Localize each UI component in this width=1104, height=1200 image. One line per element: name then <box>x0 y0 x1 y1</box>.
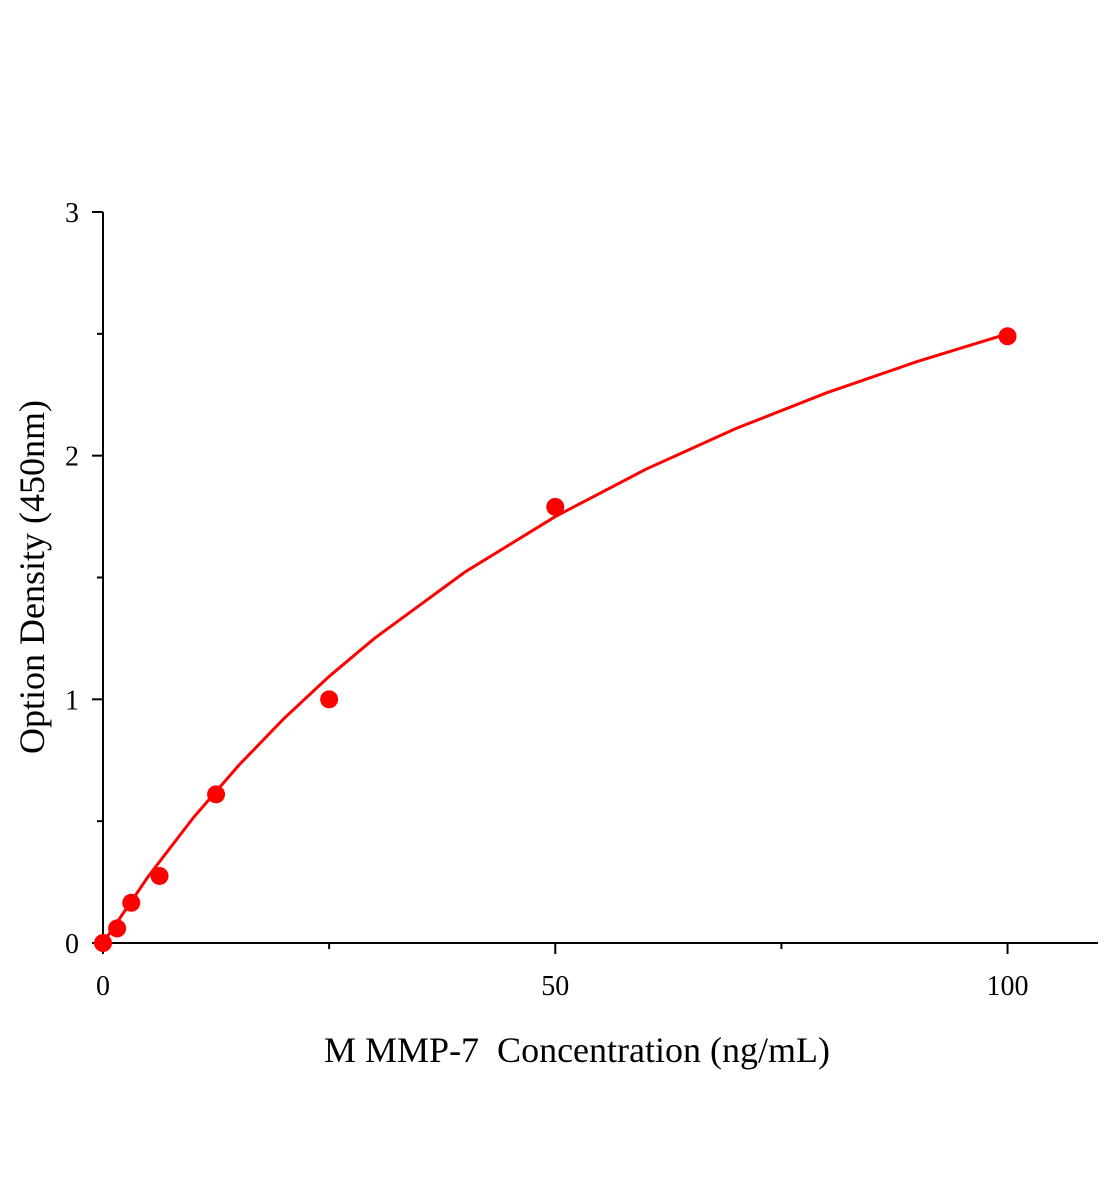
data-point <box>546 497 565 516</box>
x-tick-label: 50 <box>541 971 569 1002</box>
fit-line <box>101 332 1008 944</box>
y-axis-label: Option Density (450nm) <box>12 400 52 754</box>
y-tick-label: 1 <box>65 685 79 716</box>
data-point <box>320 690 339 709</box>
y-tick-label: 2 <box>65 442 79 473</box>
x-tick-label: 0 <box>96 971 110 1002</box>
x-axis-label: M MMP-7 Concentration (ng/mL) <box>324 1030 830 1070</box>
y-tick-label: 3 <box>65 198 79 229</box>
data-point <box>998 327 1017 346</box>
x-tick-label: 100 <box>987 971 1029 1002</box>
data-point <box>108 919 127 938</box>
data-point <box>150 866 169 885</box>
y-tick-label: 0 <box>65 929 79 960</box>
